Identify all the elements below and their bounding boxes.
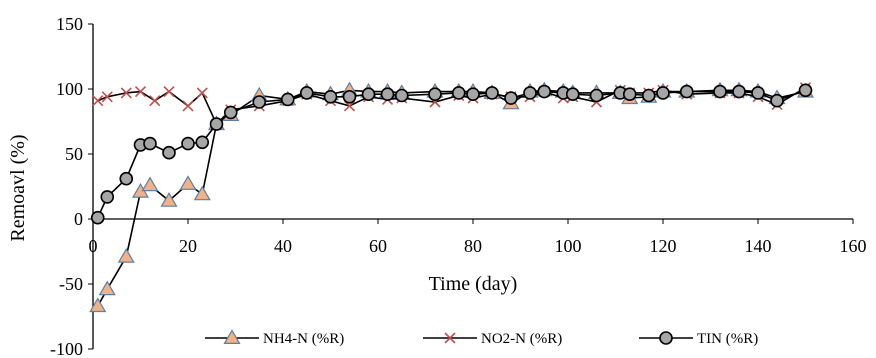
data-point: [149, 95, 161, 107]
y-tick-label: -50: [59, 274, 83, 294]
data-point: [134, 86, 147, 98]
data-point: [252, 95, 267, 109]
x-tick-label: 40: [274, 236, 292, 256]
legend-item-nh4-n-r: NH4-N (%R): [205, 329, 344, 347]
data-point: [120, 87, 132, 99]
data-point: [195, 135, 210, 150]
x-tick-label: 20: [179, 236, 197, 256]
data-point: [713, 84, 727, 99]
y-tick-label: -100: [50, 339, 83, 358]
x-stroke: [444, 332, 456, 344]
x-tick-label: 60: [369, 236, 387, 256]
data-point: [141, 176, 159, 192]
x-stroke: [92, 95, 104, 107]
data-point: [523, 86, 537, 100]
data-point: [223, 105, 238, 120]
data-point: [451, 86, 466, 100]
y-tick-label: 100: [56, 79, 83, 99]
data-point: [380, 87, 395, 101]
x-tick-label: 160: [840, 236, 867, 256]
legend-label: TIN (%R): [697, 331, 758, 347]
data-point: [193, 185, 211, 201]
data-point: [751, 86, 765, 100]
axes: -100 -50 0 50 100 150 0 20 40 60 80 100 120 140 160: [50, 14, 867, 358]
data-point: [537, 84, 552, 99]
x-tick-label: 100: [555, 236, 582, 256]
data-point: [98, 280, 116, 296]
data-point: [641, 88, 656, 103]
x-tick-label: 140: [745, 236, 772, 256]
data-point: [89, 297, 107, 313]
data-point: [92, 95, 104, 107]
data-point: [163, 86, 175, 98]
series-tin-r: [90, 83, 813, 225]
data-point: [394, 88, 409, 103]
data-point: [565, 87, 580, 101]
data-point: [342, 90, 357, 104]
legend: NH4-N (%R) NO2-N (%R) TIN (%R): [205, 329, 758, 347]
data-point: [143, 136, 157, 151]
y-tick-label: 150: [56, 14, 83, 34]
data-point: [117, 248, 135, 263]
data-point: [466, 87, 480, 101]
legend-marker: [223, 329, 241, 344]
data-point: [485, 86, 499, 100]
x-stroke: [149, 95, 161, 107]
legend-marker: [444, 332, 456, 344]
legend-marker: [659, 331, 673, 345]
y-axis-title: Remoavl (%): [7, 134, 29, 241]
x-stroke: [120, 87, 132, 99]
x-stroke: [196, 87, 208, 99]
x-stroke: [182, 100, 194, 112]
data-point: [196, 87, 208, 99]
x-tick-label: 120: [650, 236, 677, 256]
x-stroke: [163, 86, 175, 98]
data-point: [179, 175, 197, 190]
data-point: [428, 87, 442, 101]
data-point: [679, 84, 694, 99]
data-point: [100, 190, 115, 204]
data-point: [299, 86, 314, 100]
series-layer: [89, 81, 815, 313]
data-point: [182, 100, 194, 112]
data-point: [798, 83, 813, 98]
data-point: [280, 92, 295, 107]
legend-item-tin-r: TIN (%R): [639, 331, 758, 347]
x-stroke: [101, 91, 113, 103]
data-point: [589, 88, 604, 103]
x-axis-title: Time (day): [429, 273, 518, 295]
data-point: [732, 84, 746, 99]
data-point: [361, 87, 376, 101]
data-point: [770, 93, 784, 108]
data-point: [323, 90, 338, 104]
data-point: [160, 192, 178, 207]
y-tick-label: 0: [74, 209, 83, 229]
data-point: [209, 117, 224, 131]
x-tick-label: 80: [464, 236, 482, 256]
data-point: [90, 210, 105, 225]
data-point: [119, 171, 134, 186]
series-no2-n-r: [92, 82, 812, 130]
data-point: [656, 86, 670, 100]
legend-item-no2-n-r: NO2-N (%R): [423, 331, 562, 347]
data-point: [181, 136, 195, 151]
y-tick-label: 50: [65, 144, 83, 164]
data-point: [622, 87, 637, 101]
data-point: [162, 145, 176, 160]
data-point: [101, 91, 113, 103]
legend-label: NH4-N (%R): [263, 331, 344, 347]
x-stroke: [134, 86, 147, 98]
data-point: [504, 91, 518, 105]
legend-label: NO2-N (%R): [481, 331, 562, 347]
x-tick-label: 0: [89, 236, 98, 256]
